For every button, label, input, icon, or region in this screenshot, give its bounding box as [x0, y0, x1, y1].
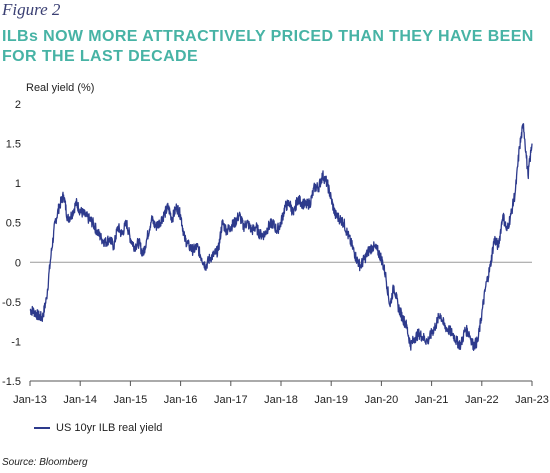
y-tick-label: 1.5	[6, 139, 21, 151]
x-tick-label: Jan-21	[415, 394, 449, 406]
y-tick-label: 2	[15, 99, 21, 111]
source-note: Source: Bloomberg	[2, 457, 88, 468]
figure-label: Figure 2	[2, 0, 61, 19]
x-tick-label: Jan-18	[264, 394, 298, 406]
x-tick-label: Jan-15	[114, 394, 148, 406]
y-tick-label: -0.5	[2, 297, 21, 309]
x-tick-label: Jan-17	[214, 394, 248, 406]
chart-axes: 2 1.5 1 0.5 0 -0.5 -1 -1.5 Jan-13 Jan-14 Jan-15 Jan…	[2, 99, 549, 406]
y-axis-label: Real yield (%)	[26, 82, 95, 94]
y-tick-label: 1	[15, 178, 21, 190]
series-layer	[29, 123, 533, 351]
y-tick-label: -1.5	[2, 376, 21, 388]
legend-label: US 10yr ILB real yield	[56, 422, 163, 434]
x-tick-label: Jan-23	[515, 394, 549, 406]
x-tick-label: Jan-22	[465, 394, 499, 406]
x-tick-label: Jan-16	[164, 394, 198, 406]
y-tick-label: -1	[11, 336, 21, 348]
x-tick-label: Jan-14	[63, 394, 97, 406]
legend: US 10yr ILB real yield	[34, 422, 162, 434]
y-tick-label: 0	[15, 257, 21, 269]
y-tick-label: 0.5	[6, 218, 21, 230]
x-tick-label: Jan-20	[365, 394, 399, 406]
chart-title: ILBs NOW MORE ATTRACTIVELY PRICED THAN T…	[2, 28, 534, 65]
x-tick-label: Jan-13	[13, 394, 47, 406]
x-tick-label: Jan-19	[314, 394, 348, 406]
series-line	[29, 123, 533, 351]
legend-swatch	[34, 427, 50, 429]
line-chart: 2 1.5 1 0.5 0 -0.5 -1 -1.5 Jan-13 Jan-14 Jan-15 Jan…	[2, 99, 549, 406]
